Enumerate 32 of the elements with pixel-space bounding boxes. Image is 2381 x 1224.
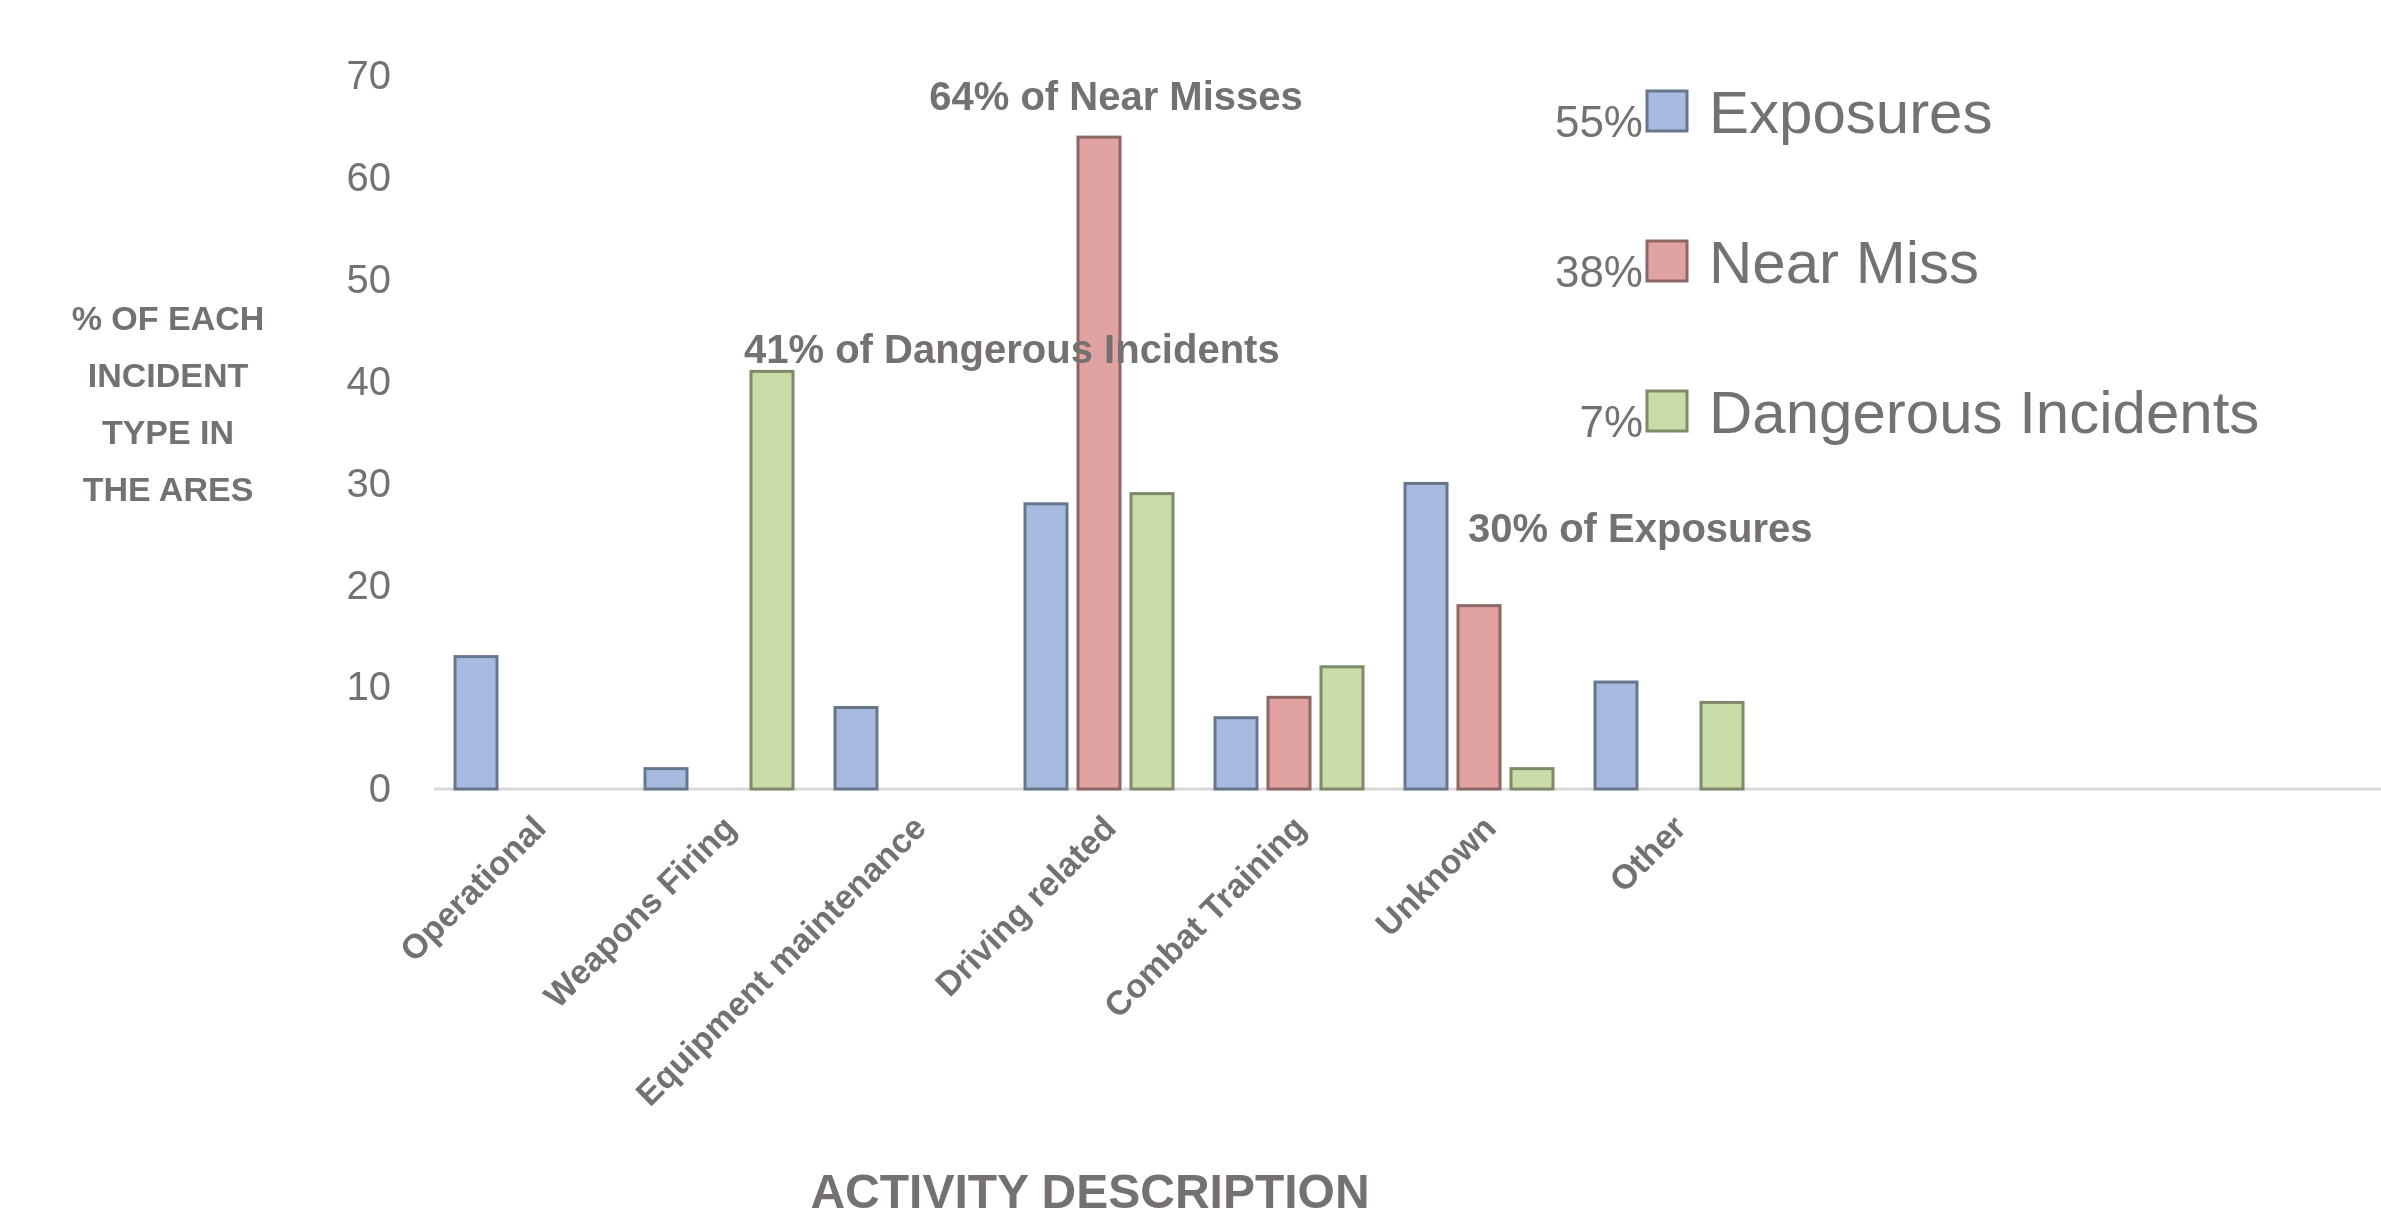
legend-label: Dangerous Incidents (1709, 378, 2260, 446)
bar (643, 767, 689, 791)
bar (1213, 716, 1259, 791)
y-tick-label: 60 (346, 155, 391, 200)
annotation: 55% (1554, 96, 1643, 146)
y-tick-label: 0 (368, 766, 391, 811)
y-tick-label: 10 (346, 664, 391, 709)
bar (1456, 604, 1502, 791)
annotation: 38% (1554, 246, 1643, 296)
y-tick-label: 30 (346, 460, 391, 505)
y-tick-label: 40 (346, 358, 391, 403)
y-tick-label: 70 (346, 53, 391, 98)
bar (833, 706, 879, 791)
bar (1319, 665, 1365, 791)
y-tick-label: 20 (346, 562, 391, 607)
annotation: 30% of Exposures (1468, 506, 1813, 550)
bar (1023, 502, 1069, 791)
bar (1699, 700, 1745, 791)
bar (749, 369, 795, 791)
bar (1266, 695, 1312, 791)
y-axis-title: % OF EACH INCIDENT TYPE IN THE ARES (71, 299, 265, 508)
annotation: 7% (1579, 396, 1643, 446)
bar (1403, 481, 1449, 791)
legend-label: Exposures (1709, 78, 1993, 146)
bar (1509, 767, 1555, 791)
legend-label: Near Miss (1709, 228, 1980, 296)
y-tick-label: 50 (346, 257, 391, 302)
x-axis-title: ACTIVITY DESCRIPTION (810, 1165, 1370, 1218)
annotation: 64% of Near Misses (929, 74, 1303, 118)
bar (1129, 492, 1175, 791)
bar (1593, 680, 1639, 791)
bar (453, 655, 499, 791)
